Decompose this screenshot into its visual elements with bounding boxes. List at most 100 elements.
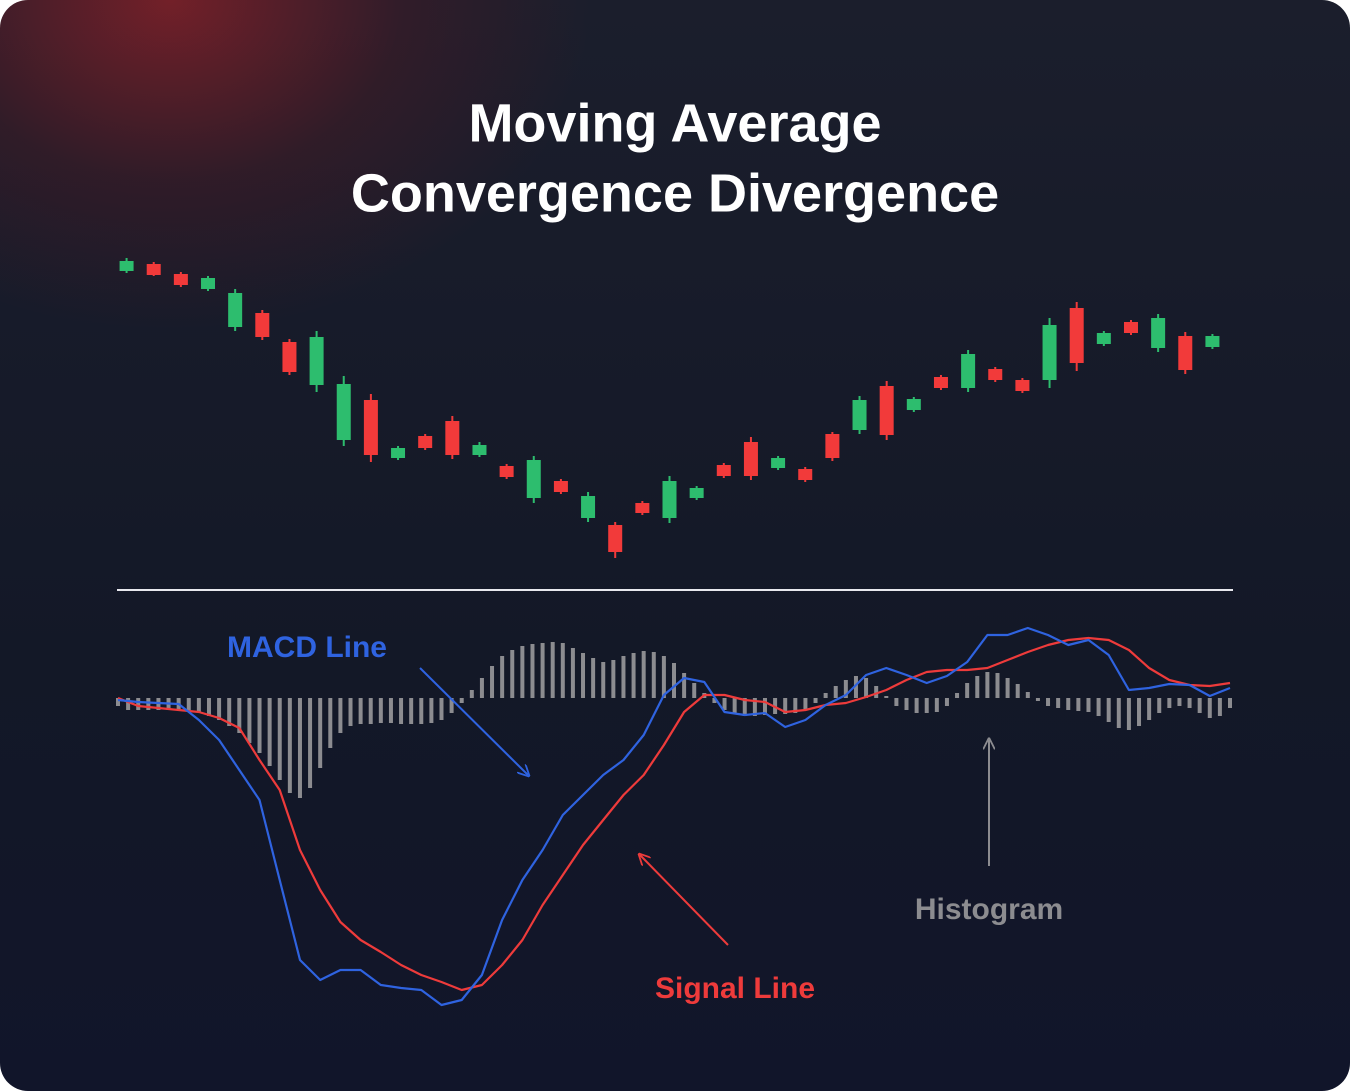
- histogram-bar: [1147, 698, 1152, 720]
- histogram-bar: [1126, 698, 1131, 730]
- histogram-bar: [388, 698, 393, 723]
- histogram-bar: [1116, 698, 1121, 728]
- histogram-bar: [1005, 678, 1010, 698]
- candle-body: [282, 342, 297, 372]
- histogram-bar: [591, 658, 596, 698]
- histogram-bar: [459, 698, 464, 703]
- annotation: MACD Line: [227, 631, 387, 664]
- histogram-bar: [287, 698, 292, 793]
- histogram-bar: [237, 698, 242, 733]
- histogram-bar: [469, 690, 474, 698]
- histogram-bar: [631, 653, 636, 698]
- candle-body: [228, 293, 243, 327]
- histogram-bar: [550, 642, 555, 698]
- histogram-bar: [500, 656, 505, 698]
- candle-body: [1123, 322, 1138, 333]
- candle-body: [1151, 318, 1166, 348]
- candle-body: [988, 369, 1003, 380]
- histogram-bar: [722, 698, 727, 710]
- histogram-bar: [934, 698, 939, 712]
- histogram-bar: [1025, 692, 1030, 698]
- histogram-bar: [783, 698, 788, 714]
- histogram-bar: [894, 698, 899, 706]
- histogram-bar: [1015, 684, 1020, 698]
- candle-body: [662, 481, 677, 518]
- candle-body: [309, 337, 324, 385]
- histogram-bar: [429, 698, 434, 723]
- histogram-bar: [833, 686, 838, 698]
- histogram-bar: [924, 698, 929, 713]
- histogram-bar: [247, 698, 252, 743]
- candle-body: [771, 458, 786, 468]
- histogram-bar: [1217, 698, 1222, 716]
- histogram-bar: [874, 686, 879, 698]
- candle-body: [1069, 308, 1084, 363]
- histogram-bar: [308, 698, 313, 788]
- histogram-bar: [752, 698, 757, 716]
- candle-body: [1042, 325, 1057, 380]
- candle-body: [146, 264, 161, 275]
- histogram-bar: [399, 698, 404, 724]
- histogram-bar: [955, 693, 960, 698]
- histogram-bar: [762, 698, 767, 715]
- histogram-bar: [823, 693, 828, 698]
- histogram-bar: [1137, 698, 1142, 726]
- histogram-bar: [712, 698, 717, 703]
- candle-body: [961, 354, 976, 388]
- histogram-bar: [490, 666, 495, 698]
- histogram-bar: [1086, 698, 1091, 712]
- histogram-bar: [641, 651, 646, 698]
- candle-body: [173, 274, 188, 285]
- histogram-bar: [560, 643, 565, 698]
- histogram-bar: [1106, 698, 1111, 722]
- histogram-bar: [732, 698, 737, 713]
- histogram-bar: [136, 698, 141, 710]
- histogram-bar: [975, 676, 980, 698]
- candle-body: [825, 434, 840, 458]
- histogram-bar: [1167, 698, 1172, 708]
- histogram-bar: [439, 698, 444, 720]
- histogram-bar: [621, 656, 626, 698]
- arrow: [419, 667, 528, 775]
- candle-body: [445, 421, 460, 455]
- histogram-bar: [843, 680, 848, 698]
- histogram-bar: [1076, 698, 1081, 711]
- candle-body: [1205, 336, 1220, 347]
- histogram-bar: [1177, 698, 1182, 706]
- histogram-bar: [803, 698, 808, 710]
- histogram-bar: [419, 698, 424, 724]
- candle-body: [201, 278, 216, 289]
- histogram-bar: [348, 698, 353, 726]
- histogram-bar: [985, 672, 990, 698]
- histogram-bar: [793, 698, 798, 713]
- histogram-bar: [914, 698, 919, 713]
- histogram-bar: [1197, 698, 1202, 713]
- histogram-bar: [530, 644, 535, 698]
- histogram-bar: [651, 652, 656, 698]
- histogram-bar: [520, 646, 525, 698]
- candle-body: [553, 481, 568, 492]
- histogram-bar: [682, 673, 687, 698]
- histogram-bar: [1228, 698, 1232, 708]
- histogram-bar: [1096, 698, 1101, 716]
- candle-body: [119, 261, 134, 271]
- histogram-bar: [853, 676, 858, 698]
- histogram-bar: [409, 698, 414, 724]
- histogram-bar: [965, 683, 970, 698]
- candle-body: [798, 469, 813, 480]
- histogram-bar: [126, 698, 131, 710]
- candle-body: [1178, 336, 1193, 370]
- histogram-bar: [1035, 698, 1040, 701]
- histogram-bar: [813, 698, 818, 703]
- candle-body: [879, 386, 894, 435]
- histogram-bar: [1187, 698, 1192, 708]
- histogram-bar: [196, 698, 201, 712]
- candle-body: [743, 442, 758, 476]
- candle-body: [1096, 333, 1111, 344]
- histogram-bar: [297, 698, 302, 798]
- annotation: Histogram: [915, 893, 1063, 926]
- histogram-bar: [318, 698, 323, 768]
- histogram-bar: [479, 678, 484, 698]
